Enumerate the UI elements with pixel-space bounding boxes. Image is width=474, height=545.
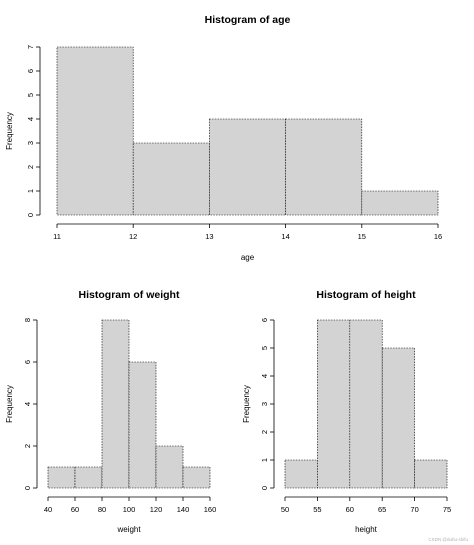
bar-height-2 [349, 319, 383, 489]
x-tick-label-weight-0: 40 [44, 505, 52, 514]
watermark: CSDN @duhu-shifu [428, 537, 468, 542]
bar-weight-5 [182, 466, 211, 489]
y-tick-label-height-1: 1 [260, 458, 269, 462]
y-tick-label-weight-0: 0 [23, 486, 32, 490]
y-tick-label-height-2: 2 [260, 430, 269, 434]
x-tick-label-age-4: 15 [358, 232, 366, 241]
y-tick-label-weight-2: 4 [23, 402, 32, 406]
x-axis-label-height: height [355, 525, 378, 534]
x-tick-label-weight-4: 120 [150, 505, 163, 514]
y-tick-label-age-2: 2 [26, 165, 35, 169]
y-tick-label-age-6: 6 [26, 69, 35, 73]
x-tick-label-height-5: 75 [443, 505, 451, 514]
x-tick-label-height-2: 60 [346, 505, 354, 514]
bar-age-4 [361, 190, 439, 216]
bar-height-3 [381, 347, 415, 489]
y-tick-label-age-7: 7 [26, 45, 35, 49]
y-tick-label-age-0: 0 [26, 213, 35, 217]
y-tick-label-weight-4: 8 [23, 318, 32, 322]
y-tick-label-weight-1: 2 [23, 444, 32, 448]
bar-age-3 [285, 118, 363, 216]
bar-weight-3 [128, 361, 157, 489]
bar-height-0 [284, 459, 318, 489]
y-tick-label-age-5: 5 [26, 93, 35, 97]
chart-title-weight: Histogram of weight [79, 289, 180, 301]
x-tick-label-weight-1: 60 [71, 505, 79, 514]
x-tick-label-weight-6: 160 [204, 505, 217, 514]
x-tick-label-height-4: 70 [410, 505, 418, 514]
x-tick-label-weight-5: 140 [177, 505, 190, 514]
y-axis-label-age: Frequency [5, 112, 14, 150]
x-axis-label-weight: weight [116, 525, 141, 534]
bar-weight-4 [155, 445, 184, 489]
y-axis-label-height: Frequency [242, 385, 251, 423]
chart-title-age: Histogram of age [205, 14, 291, 26]
bar-height-1 [317, 319, 351, 489]
x-tick-label-weight-3: 100 [123, 505, 136, 514]
bar-weight-2 [101, 319, 130, 489]
y-tick-label-weight-3: 6 [23, 360, 32, 364]
y-axis-label-weight: Frequency [5, 385, 14, 423]
y-tick-label-age-1: 1 [26, 189, 35, 193]
x-tick-label-height-1: 55 [313, 505, 321, 514]
bar-age-0 [56, 46, 134, 216]
x-tick-label-age-1: 12 [129, 232, 137, 241]
y-tick-label-height-6: 6 [260, 318, 269, 322]
x-tick-label-age-0: 11 [53, 232, 61, 241]
bar-weight-0 [47, 466, 76, 489]
y-tick-label-age-4: 4 [26, 117, 35, 121]
bar-age-2 [209, 118, 286, 216]
chart-title-height: Histogram of height [316, 289, 416, 301]
bar-weight-1 [74, 466, 103, 489]
x-tick-label-weight-2: 80 [98, 505, 106, 514]
bar-height-4 [414, 459, 448, 489]
x-tick-label-height-3: 65 [378, 505, 386, 514]
bar-age-1 [132, 142, 210, 216]
chart-height: Histogram of height 50 55 60 65 70 75 0 1 2 3 4 5 6 he… [242, 289, 451, 534]
y-tick-label-age-3: 3 [26, 141, 35, 145]
y-tick-label-height-5: 5 [260, 346, 269, 350]
y-tick-label-height-0: 0 [260, 486, 269, 490]
x-tick-label-age-2: 13 [205, 232, 213, 241]
x-tick-label-height-0: 50 [281, 505, 289, 514]
y-tick-label-height-3: 3 [260, 402, 269, 406]
chart-weight: Histogram of weight 40 60 80 100 120 140 160 0 2 4… [5, 289, 216, 534]
x-tick-label-age-5: 16 [434, 232, 442, 241]
x-axis-label-age: age [241, 253, 255, 262]
y-tick-label-height-4: 4 [260, 374, 269, 378]
x-tick-label-age-3: 14 [281, 232, 289, 241]
